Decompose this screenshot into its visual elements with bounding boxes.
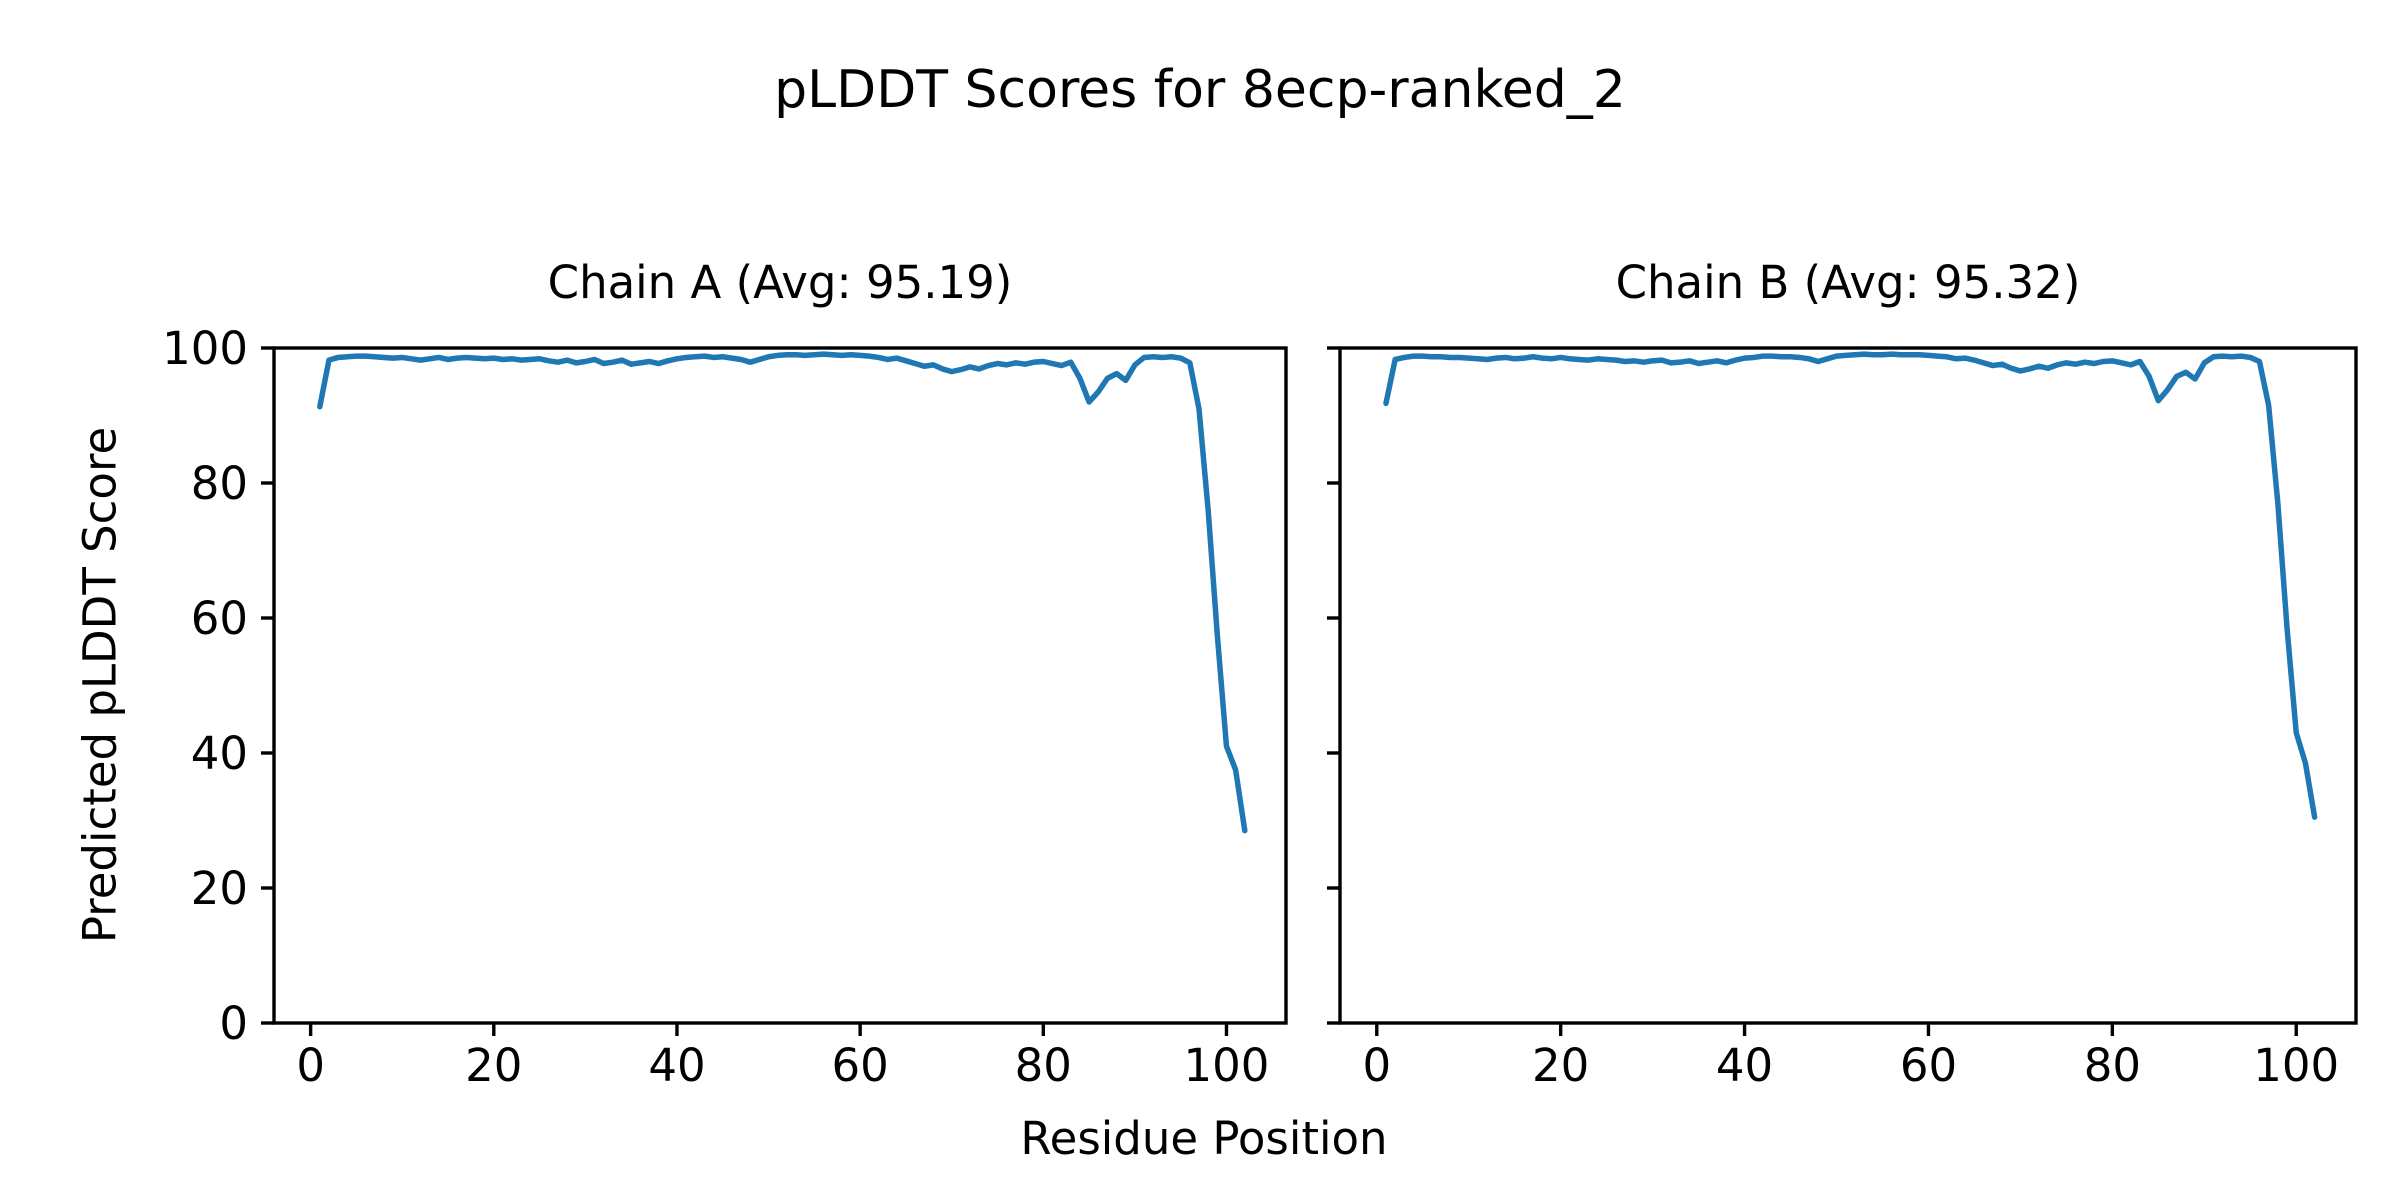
y-tick-label: 100 — [162, 322, 248, 375]
x-tick-label: 40 — [1716, 1039, 1773, 1092]
axes-spines — [1338, 346, 2358, 1025]
chain-a-line-chart: 0 20 40 60 80 100 0 20 40 60 80 100 — [162, 322, 1288, 1092]
x-tick-label: 20 — [465, 1039, 522, 1092]
x-tick-label: 0 — [1362, 1039, 1391, 1092]
x-tick-label: 60 — [1900, 1039, 1957, 1092]
y-tick-label: 0 — [219, 997, 248, 1050]
subplot-chain-b: Chain B (Avg: 95.32) 0 20 40 60 80 100 — [1327, 256, 2358, 1092]
subplot-title-chain-a: Chain A (Avg: 95.19) — [547, 256, 1013, 309]
subplot-title-chain-b: Chain B (Avg: 95.32) — [1615, 256, 2081, 309]
y-axis-label: Predicted pLDDT Score — [73, 426, 127, 944]
x-tick-label: 0 — [296, 1039, 325, 1092]
x-tick-label: 80 — [1015, 1039, 1072, 1092]
x-tick-label: 100 — [1184, 1039, 1270, 1092]
plddt-line — [1383, 351, 2318, 820]
y-tick-label: 20 — [191, 862, 248, 915]
x-tick-label: 80 — [2084, 1039, 2141, 1092]
subplot-chain-a: Chain A (Avg: 95.19) 0 20 40 60 80 100 0 20 40 60… — [162, 256, 1288, 1092]
figure-title: pLDDT Scores for 8ecp-ranked_2 — [774, 60, 1626, 120]
x-tick-label: 40 — [648, 1039, 705, 1092]
x-tick-label: 60 — [832, 1039, 889, 1092]
chain-b-line-chart: 0 20 40 60 80 100 — [1327, 346, 2358, 1092]
x-tick-label: 100 — [2253, 1039, 2339, 1092]
y-tick-label: 80 — [191, 457, 248, 510]
x-tick-label: 20 — [1532, 1039, 1589, 1092]
x-axis-label: Residue Position — [1020, 1112, 1388, 1165]
plddt-line — [317, 351, 1248, 834]
axes-spines — [272, 346, 1288, 1025]
y-tick-label: 40 — [191, 727, 248, 780]
y-tick-label: 60 — [191, 592, 248, 645]
